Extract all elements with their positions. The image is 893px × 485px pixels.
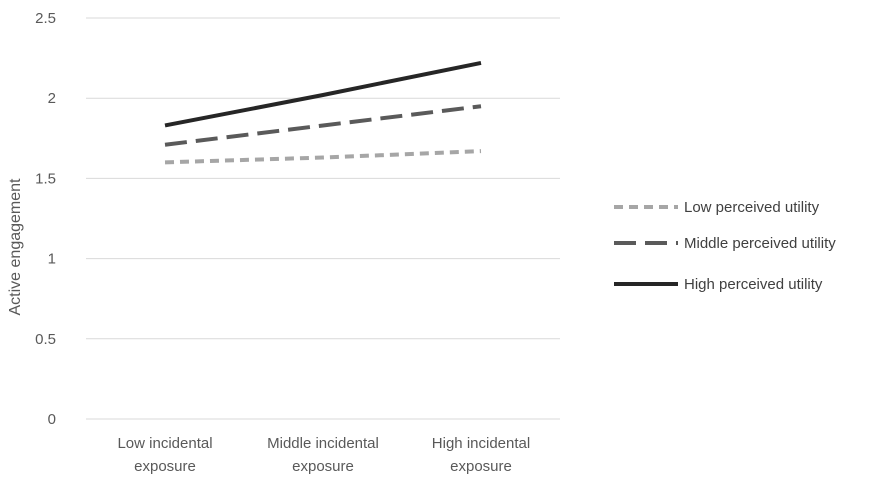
legend-label: Middle perceived utility <box>684 235 836 252</box>
series-line <box>164 149 482 165</box>
x-tick-label: Middle incidental <box>267 435 379 452</box>
x-axis-ticks: Low incidental exposure Middle incidental e… <box>117 435 530 475</box>
y-tick-label: 2.5 <box>35 10 56 27</box>
y-tick-label: 2 <box>48 90 56 107</box>
x-tick-label: exposure <box>292 458 354 475</box>
x-tick-label: exposure <box>134 458 196 475</box>
y-axis-ticks: 0 0.5 1 1.5 2 2.5 <box>35 10 56 428</box>
y-tick-label: 1.5 <box>35 170 56 187</box>
series-lines <box>164 60 482 165</box>
legend-label: High perceived utility <box>684 276 823 293</box>
legend: Low perceived utility Middle perceived ut… <box>614 199 836 293</box>
gridlines <box>86 17 560 420</box>
x-tick-label: High incidental <box>432 435 530 452</box>
legend-label: Low perceived utility <box>684 199 820 216</box>
y-axis-title: Active engagement <box>7 178 24 316</box>
x-tick-label: exposure <box>450 458 512 475</box>
series-line <box>164 60 482 128</box>
x-tick-label: Low incidental <box>117 435 212 452</box>
y-tick-label: 1 <box>48 251 56 268</box>
y-tick-label: 0 <box>48 411 56 428</box>
y-tick-label: 0.5 <box>35 331 56 348</box>
series-line <box>164 104 482 147</box>
